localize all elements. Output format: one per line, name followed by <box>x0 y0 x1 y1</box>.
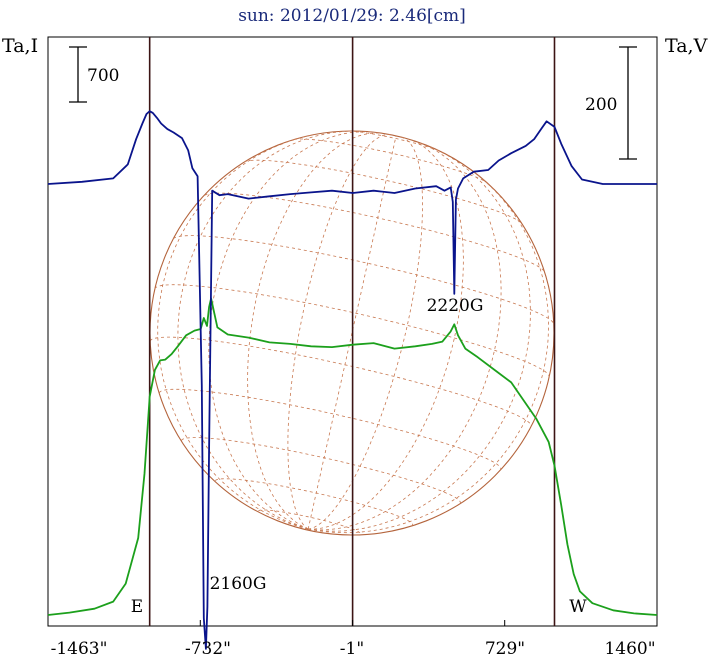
x-tick-label: 1460" <box>604 639 655 659</box>
limb-label-west: W <box>569 597 587 617</box>
latitude-line <box>158 388 502 470</box>
latitude-line <box>348 130 442 153</box>
x-tick-label: 729" <box>485 639 525 659</box>
longitude-line <box>247 132 381 530</box>
longitude-line <box>308 139 464 530</box>
limb-label-east: E <box>131 597 143 617</box>
scale-bar-polarization-label: 200 <box>585 95 617 115</box>
x-tick-label: -732" <box>185 639 231 659</box>
longitude-line <box>208 131 375 530</box>
annotation-2220g: 2220G <box>427 296 484 316</box>
polarization-series-line <box>47 110 657 650</box>
x-tick-label: -1" <box>340 639 364 659</box>
longitude-line <box>308 141 502 531</box>
vertical-markers <box>148 37 556 626</box>
right-axis-label: Ta,V <box>665 35 708 57</box>
longitude-line <box>307 135 397 530</box>
scale-bar-intensity: 700 <box>69 46 119 103</box>
data-series <box>47 110 658 650</box>
latitude-line <box>244 159 523 225</box>
solar-disk-grid <box>149 130 555 536</box>
latitude-line <box>149 336 532 427</box>
x-tick-label: -1463" <box>51 639 108 659</box>
scale-bar-polarization: 200 <box>585 46 637 160</box>
longitude-line <box>308 136 424 530</box>
latitude-line <box>293 138 488 183</box>
left-axis-label: Ta,I <box>2 35 38 57</box>
intensity-series-line <box>47 297 658 616</box>
scale-bar-intensity-label: 700 <box>87 66 119 86</box>
longitude-line <box>177 130 360 530</box>
longitude-line <box>308 146 531 532</box>
longitude-line <box>157 134 316 530</box>
annotation-2160g: 2160G <box>210 574 267 594</box>
latitude-line <box>173 235 555 324</box>
latitude-line <box>258 509 362 535</box>
longitude-line <box>308 168 549 534</box>
latitude-line <box>204 192 545 272</box>
chart-title: sun: 2012/01/29: 2.46[cm] <box>238 6 466 26</box>
longitude-line <box>287 134 391 530</box>
